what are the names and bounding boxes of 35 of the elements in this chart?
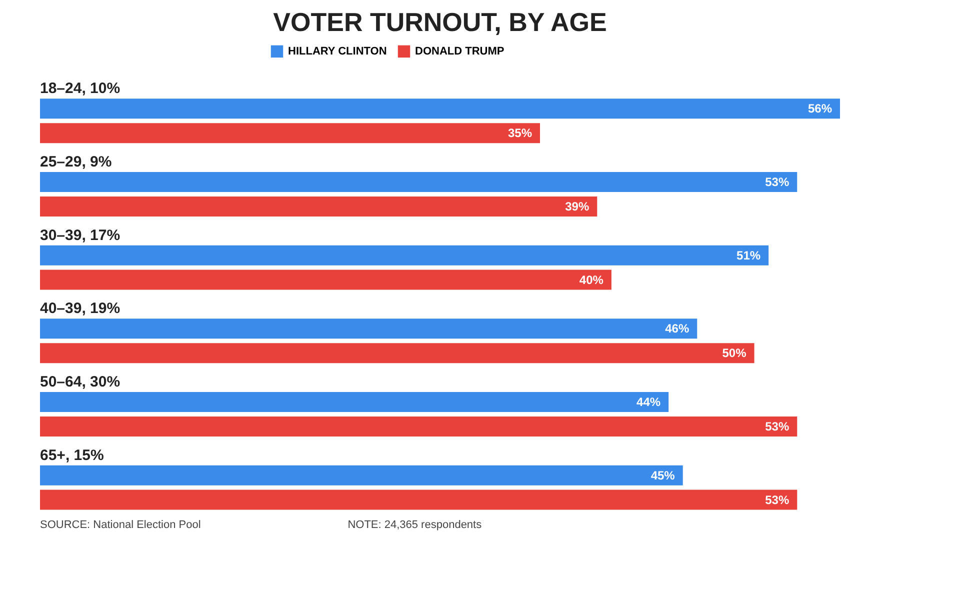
data-label: 46%	[665, 322, 690, 336]
data-label: 53%	[765, 175, 790, 189]
legend-label: DONALD TRUMP	[415, 45, 504, 58]
bar	[40, 196, 598, 216]
data-label: 40%	[579, 272, 604, 287]
bar	[40, 465, 683, 486]
data-label: 35%	[508, 126, 532, 140]
bar	[40, 318, 698, 339]
bar	[40, 490, 798, 510]
bar	[40, 98, 840, 119]
bar	[40, 343, 754, 364]
y-tick-label: 30–39, 17%	[40, 226, 120, 244]
data-label: 56%	[808, 102, 832, 116]
y-tick-label: 25–29, 9%	[40, 154, 112, 171]
y-tick-label: 40–39, 19%	[40, 300, 120, 318]
annotation: SOURCE: National Election Pool	[40, 519, 201, 531]
bar	[40, 392, 669, 412]
y-tick-label: 18–24, 10%	[40, 80, 120, 98]
annotation: NOTE: 24,365 respondents	[348, 519, 482, 531]
bar	[40, 416, 798, 436]
data-label: 53%	[765, 419, 790, 434]
y-tick-label: 50–64, 30%	[40, 374, 120, 391]
data-label: 51%	[736, 248, 761, 262]
chart-title: VOTER TURNOUT, BY AGE	[273, 7, 607, 37]
data-label: 50%	[722, 346, 747, 360]
data-label: 53%	[765, 492, 790, 507]
data-label: 39%	[565, 199, 590, 214]
legend-label: HILLARY CLINTON	[288, 45, 387, 58]
y-tick-label: 65+, 15%	[40, 446, 104, 464]
data-label: 44%	[636, 395, 661, 409]
data-label: 45%	[650, 468, 676, 482]
bar	[40, 245, 769, 266]
bar	[40, 123, 540, 144]
bar	[40, 172, 798, 192]
bar	[40, 270, 612, 290]
